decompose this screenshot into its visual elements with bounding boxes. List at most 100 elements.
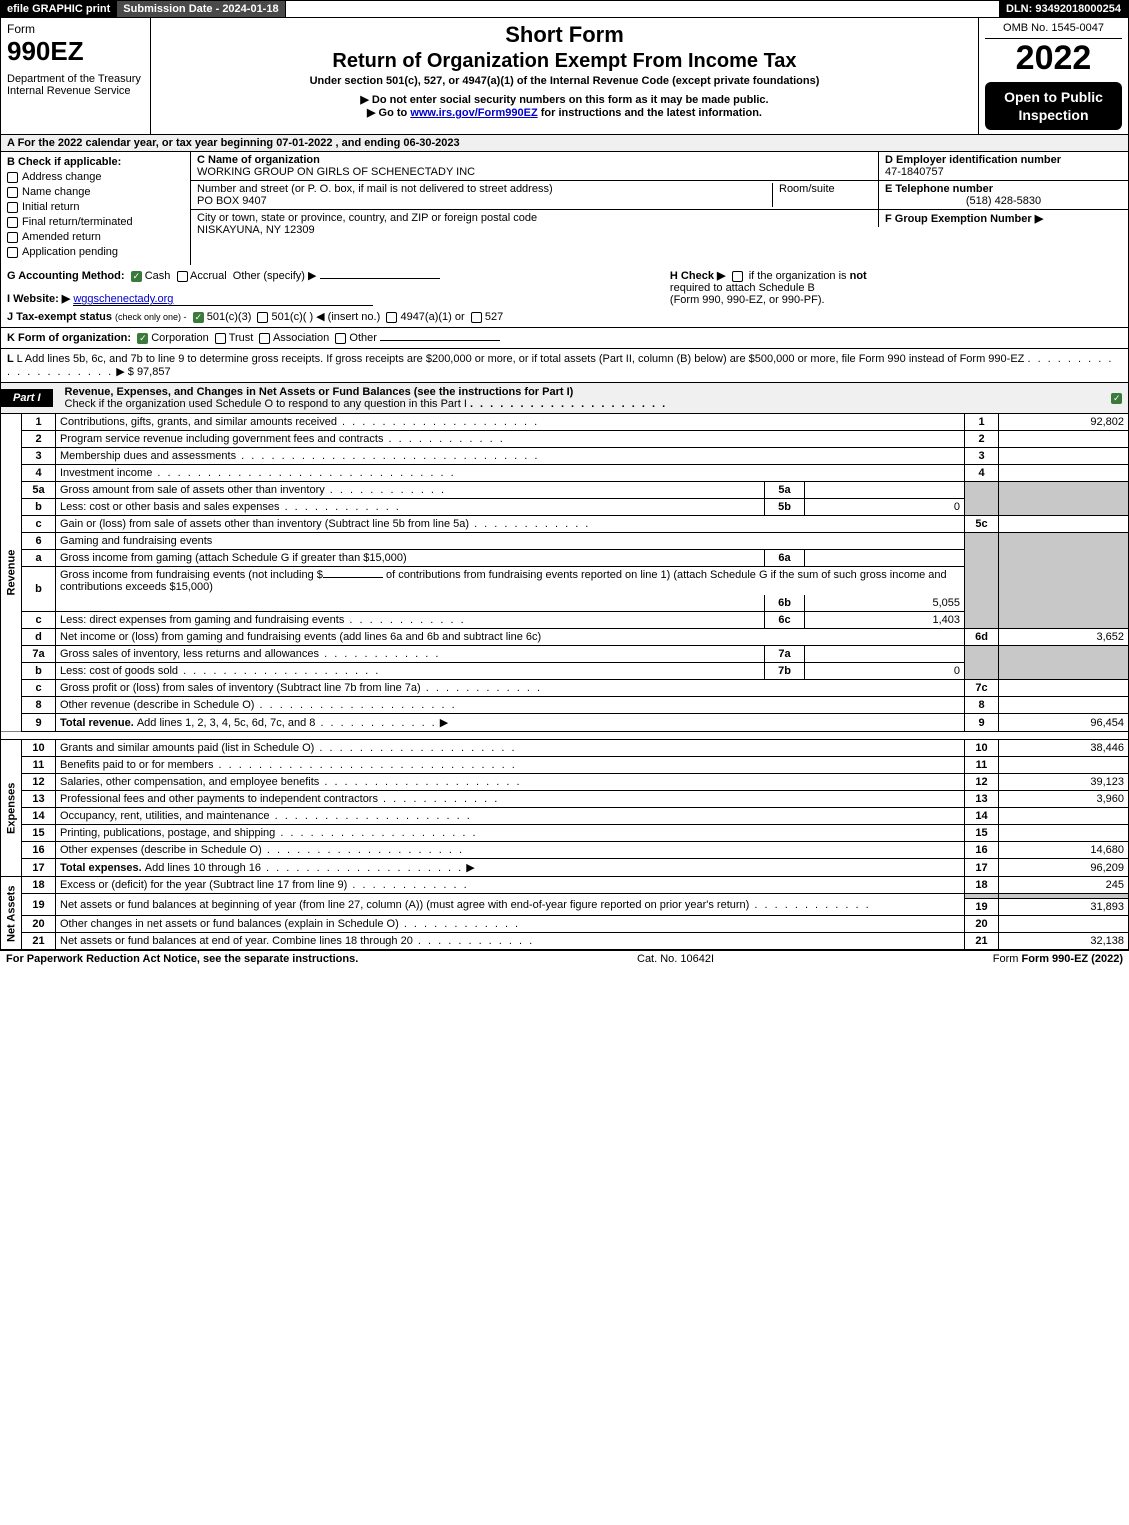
form-header: Form 990EZ Department of the Treasury In… <box>0 18 1129 135</box>
goto-link[interactable]: www.irs.gov/Form990EZ <box>410 107 537 119</box>
check-label: Amended return <box>22 231 101 243</box>
pra-notice: For Paperwork Reduction Act Notice, see … <box>6 953 358 965</box>
line-num: 20 <box>22 916 56 933</box>
check-name-change[interactable]: Name change <box>7 186 184 198</box>
line-6d: d Net income or (loss) from gaming and f… <box>1 629 1129 646</box>
section-g: G Accounting Method: Cash Accrual Other … <box>7 269 640 323</box>
line-num: a <box>22 550 56 567</box>
irs-label: Internal Revenue Service <box>7 85 144 97</box>
check-amended-return[interactable]: Amended return <box>7 231 184 243</box>
line-7b: b Less: cost of goods sold 7b 0 <box>1 663 1129 680</box>
line-desc: Salaries, other compensation, and employ… <box>56 774 965 791</box>
line-rnum: 20 <box>965 916 999 933</box>
goto-prefix: ▶ Go to <box>367 107 410 119</box>
section-b: B Check if applicable: Address change Na… <box>1 152 191 265</box>
line-desc: Other expenses (describe in Schedule O) <box>56 842 965 859</box>
dln-label: DLN: 93492018000254 <box>1000 1 1128 17</box>
top-bar: efile GRAPHIC print Submission Date - 20… <box>0 0 1129 18</box>
line-num: 1 <box>22 414 56 431</box>
line-rnum: 19 <box>965 899 999 916</box>
line-num: 18 <box>22 877 56 894</box>
line-snum: 7b <box>765 663 805 680</box>
line-num: 21 <box>22 933 56 950</box>
checkbox-icon <box>7 187 18 198</box>
line-desc: Total expenses. Add lines 10 through 16 … <box>56 859 965 877</box>
part-1-header: Part I Revenue, Expenses, and Changes in… <box>0 383 1129 414</box>
opt-501c3: 501(c)(3) <box>207 311 252 323</box>
line-num: b <box>22 567 56 612</box>
checkbox-icon <box>257 312 268 323</box>
sections-def: D Employer identification number 47-1840… <box>878 152 1128 265</box>
line-val: 38,446 <box>999 740 1129 757</box>
line-num: 17 <box>22 859 56 877</box>
omb-number: OMB No. 1545-0047 <box>985 22 1122 39</box>
line-rnum: 1 <box>965 414 999 431</box>
sections-g-h: G Accounting Method: Cash Accrual Other … <box>0 265 1129 328</box>
line-val: 14,680 <box>999 842 1129 859</box>
checkbox-checked-icon[interactable] <box>1111 393 1122 404</box>
check-address-change[interactable]: Address change <box>7 171 184 183</box>
checkbox-icon[interactable] <box>732 271 743 282</box>
line-desc: Gross amount from sale of assets other t… <box>56 482 765 499</box>
department-label: Department of the Treasury <box>7 73 144 85</box>
other-specify-field[interactable] <box>320 278 440 279</box>
line-num: 3 <box>22 448 56 465</box>
line-val: 92,802 <box>999 414 1129 431</box>
checkbox-icon <box>177 271 188 282</box>
line-14: 14 Occupancy, rent, utilities, and maint… <box>1 808 1129 825</box>
line-rnum: 21 <box>965 933 999 950</box>
opt-501c: 501(c)( ) ◀ (insert no.) <box>272 311 381 323</box>
check-application-pending[interactable]: Application pending <box>7 246 184 258</box>
shaded-cell <box>965 482 999 516</box>
website-link[interactable]: wggschenectady.org <box>73 293 373 306</box>
checkbox-icon <box>259 333 270 344</box>
org-name-row: C Name of organization WORKING GROUP ON … <box>191 152 878 181</box>
street-value: PO BOX 9407 <box>197 195 267 207</box>
line-val: 96,454 <box>999 714 1129 732</box>
checkbox-icon <box>7 172 18 183</box>
line-val <box>999 680 1129 697</box>
expenses-side-label: Expenses <box>1 740 22 877</box>
line-num: b <box>22 499 56 516</box>
city-label: City or town, state or province, country… <box>197 212 537 224</box>
return-title: Return of Organization Exempt From Incom… <box>159 50 970 73</box>
tax-exempt-sub: (check only one) - <box>115 312 187 322</box>
line-7c: c Gross profit or (loss) from sales of i… <box>1 680 1129 697</box>
accounting-cash: Cash <box>145 270 171 282</box>
line-rnum: 7c <box>965 680 999 697</box>
line-val <box>999 825 1129 842</box>
website-label: I Website: ▶ <box>7 293 70 305</box>
sections-b-c-def: B Check if applicable: Address change Na… <box>0 152 1129 265</box>
check-initial-return[interactable]: Initial return <box>7 201 184 213</box>
line-rnum: 9 <box>965 714 999 732</box>
line-desc: Net assets or fund balances at beginning… <box>56 894 965 916</box>
k-association: Association <box>273 332 329 344</box>
line-desc: Less: cost or other basis and sales expe… <box>56 499 765 516</box>
line-6a: a Gross income from gaming (attach Sched… <box>1 550 1129 567</box>
check-label: Name change <box>22 186 91 198</box>
line-desc: Net income or (loss) from gaming and fun… <box>56 629 965 646</box>
k-other-field[interactable] <box>380 340 500 341</box>
line-rnum: 5c <box>965 516 999 533</box>
part-1-title: Revenue, Expenses, and Changes in Net As… <box>61 383 1111 413</box>
netassets-side-label: Net Assets <box>1 877 22 950</box>
line-snum: 6a <box>765 550 805 567</box>
opt-527: 527 <box>485 311 503 323</box>
checkbox-checked-icon <box>193 312 204 323</box>
part-1-tab: Part I <box>1 389 53 407</box>
line-desc: Grants and similar amounts paid (list in… <box>56 740 965 757</box>
form-ref-text: Form 990-EZ (2022) <box>1022 953 1123 965</box>
accounting-other: Other (specify) ▶ <box>233 270 317 282</box>
check-final-return[interactable]: Final return/terminated <box>7 216 184 228</box>
line-desc: Net assets or fund balances at end of ye… <box>56 933 965 950</box>
line-sval <box>805 646 965 663</box>
line-desc: Investment income <box>56 465 965 482</box>
revenue-side-label: Revenue <box>1 414 22 732</box>
line-num: c <box>22 680 56 697</box>
line-num: 14 <box>22 808 56 825</box>
line-snum: 5a <box>765 482 805 499</box>
line-8: 8 Other revenue (describe in Schedule O)… <box>1 697 1129 714</box>
checkbox-icon <box>386 312 397 323</box>
efile-print-label[interactable]: efile GRAPHIC print <box>1 1 117 17</box>
checkbox-icon <box>335 333 346 344</box>
